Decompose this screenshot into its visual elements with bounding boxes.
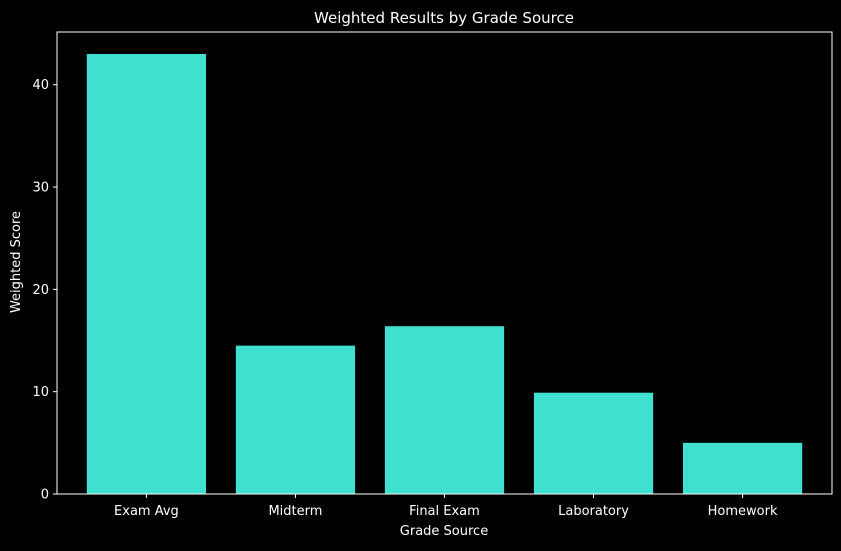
x-axis-label: Grade Source bbox=[400, 524, 488, 539]
y-tick-label: 20 bbox=[32, 283, 49, 298]
x-tick-label: Exam Avg bbox=[114, 504, 179, 519]
x-tick-label: Final Exam bbox=[409, 504, 480, 519]
y-tick-label: 40 bbox=[32, 78, 49, 93]
bar-final-exam bbox=[384, 326, 505, 494]
x-tick-label: Midterm bbox=[268, 504, 322, 519]
y-tick-label: 30 bbox=[32, 181, 49, 196]
x-tick-label: Laboratory bbox=[558, 504, 629, 519]
bar-midterm bbox=[235, 345, 356, 494]
bar-laboratory bbox=[533, 392, 654, 494]
x-tick-label: Homework bbox=[708, 504, 778, 519]
y-tick-label: 0 bbox=[41, 488, 49, 503]
bar-exam-avg bbox=[86, 54, 207, 494]
y-axis-label: Weighted Score bbox=[9, 211, 24, 313]
plot-frame bbox=[56, 31, 833, 495]
chart-title: Weighted Results by Grade Source bbox=[314, 9, 574, 27]
bar-homework bbox=[682, 442, 803, 494]
bars-group bbox=[86, 54, 803, 494]
y-axis: 0 10 20 30 40 bbox=[32, 78, 57, 503]
y-tick-label: 10 bbox=[32, 385, 49, 400]
x-axis: Exam Avg Midterm Final Exam Laboratory Homew… bbox=[114, 494, 778, 519]
